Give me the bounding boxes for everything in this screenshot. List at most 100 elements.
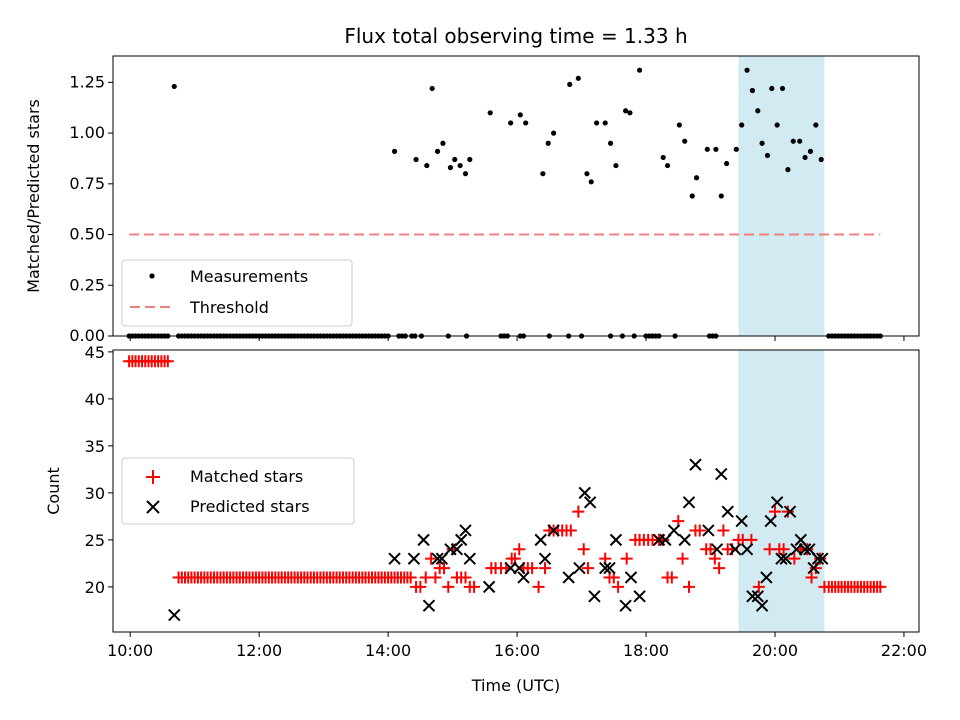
observing-time-span <box>738 350 825 632</box>
bottom-y-tick-label: 30 <box>85 484 105 503</box>
legend-marker-matched <box>146 470 160 484</box>
bottom-x-tick-label: 14:00 <box>365 641 411 660</box>
top-y-tick-label: 0.00 <box>69 326 105 345</box>
bottom-y-tick-label: 20 <box>85 578 105 597</box>
measurement-point <box>517 112 523 118</box>
top-legend-box <box>121 259 353 327</box>
predicted-star-point <box>811 552 825 565</box>
predicted-star-point <box>603 561 616 575</box>
matched-star-point <box>437 562 450 575</box>
measurement-point <box>676 122 682 128</box>
matched-star-point <box>665 571 678 584</box>
measurement-point <box>807 148 814 154</box>
predicted-star-point <box>779 552 792 565</box>
predicted-star-point <box>633 590 646 603</box>
predicted-star-point <box>517 571 530 584</box>
measurement-point <box>623 108 629 114</box>
measurement-point <box>739 122 745 128</box>
measurement-point <box>452 156 458 163</box>
measurement-point <box>434 148 441 154</box>
measurement-point <box>487 110 493 116</box>
legend-marker-measurements <box>149 273 155 279</box>
top-y-axis-title: Matched/Predicted stars <box>24 99 43 293</box>
predicted-star-point <box>588 590 601 603</box>
matched-star-point <box>814 552 827 565</box>
predicted-star-point <box>783 505 797 518</box>
matched-star-point <box>777 543 790 556</box>
matched-star-point <box>788 552 801 565</box>
predicted-star-point <box>746 590 759 603</box>
predicted-star-point <box>422 599 436 612</box>
x-axis-title: Time (UTC) <box>471 676 560 695</box>
measurement-point <box>764 152 771 159</box>
legend-label-matched: Matched stars <box>190 467 303 486</box>
predicted-star-point <box>667 524 681 537</box>
predicted-star-point <box>407 552 421 565</box>
measurement-point <box>447 164 454 171</box>
matched-star-point <box>717 524 730 537</box>
measurement-point <box>713 146 719 152</box>
legend-label-predicted: Predicted stars <box>190 497 310 516</box>
measurement-point <box>797 138 803 144</box>
measurement-point <box>462 171 469 177</box>
matched-star-point <box>564 524 577 537</box>
measurement-point <box>693 175 700 181</box>
predicted-star-point <box>751 590 765 603</box>
top-plot-frame <box>112 55 920 337</box>
measurement-point <box>171 83 177 90</box>
bottom-y-tick-label: 45 <box>85 343 105 362</box>
measurement-point <box>594 120 600 126</box>
measurement-point <box>813 122 819 128</box>
matched-star-point <box>459 571 472 584</box>
measurement-point <box>467 156 473 163</box>
matched-star-point <box>809 562 822 575</box>
legend-label-threshold: Threshold <box>189 298 269 317</box>
predicted-star-point <box>770 496 784 509</box>
matched-star-point <box>612 580 625 593</box>
predicted-star-point <box>775 552 788 565</box>
measurement-point <box>627 110 633 116</box>
observing-time-span <box>738 56 825 336</box>
measurement-point <box>744 67 750 73</box>
measurement-point <box>759 140 765 146</box>
measurement-point <box>802 154 808 161</box>
measurement-point <box>779 85 786 92</box>
predicted-star-point <box>678 533 691 547</box>
measurement-point <box>664 162 671 169</box>
predicted-star-point <box>624 571 638 584</box>
measurement-point <box>733 146 739 152</box>
top-y-tick-label: 1.00 <box>69 123 105 142</box>
predicted-star-point <box>735 514 748 528</box>
predicted-star-point <box>755 599 769 612</box>
matched-star-point <box>874 580 887 593</box>
measurement-point <box>613 162 619 169</box>
bottom-panel: 20 25 30 35 40 45 10:00 12:00 14:00 16:00 18:00 20… <box>44 343 927 695</box>
measurement-point <box>660 154 666 161</box>
bottom-x-tick-label: 22:00 <box>881 641 927 660</box>
predicted-star-point <box>573 561 586 575</box>
measurement-point <box>724 160 730 167</box>
measurement-point <box>602 120 608 126</box>
predicted-star-point <box>689 458 702 471</box>
measurement-point <box>818 156 824 163</box>
measurement-point <box>704 146 710 152</box>
matched-stars-series <box>123 355 887 593</box>
matched-star-point <box>539 562 552 575</box>
measurement-point <box>607 140 614 146</box>
predicted-star-point <box>168 608 181 622</box>
predicted-star-point <box>702 524 715 537</box>
predicted-star-point <box>619 599 632 612</box>
predicted-star-point <box>760 571 773 584</box>
matched-star-point <box>781 505 794 518</box>
predicted-star-point <box>450 543 464 556</box>
measurement-point <box>551 130 557 136</box>
predicted-star-point <box>583 496 597 509</box>
top-y-tick-label: 0.75 <box>69 174 105 193</box>
bottom-x-tick-label: 20:00 <box>752 641 798 660</box>
predicted-star-point <box>482 580 496 594</box>
matched-star-point <box>572 505 585 518</box>
legend-label-measurements: Measurements <box>190 267 308 286</box>
matched-star-point <box>805 571 818 584</box>
bottom-x-tick-label: 10:00 <box>107 641 153 660</box>
